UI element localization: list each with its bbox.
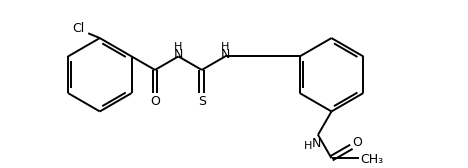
- Text: Cl: Cl: [73, 22, 85, 35]
- Text: N: N: [311, 137, 321, 150]
- Text: CH₃: CH₃: [360, 153, 384, 166]
- Text: H: H: [304, 141, 313, 151]
- Text: N: N: [220, 48, 230, 61]
- Text: S: S: [198, 95, 206, 108]
- Text: H: H: [221, 42, 229, 52]
- Text: N: N: [174, 48, 183, 61]
- Text: O: O: [150, 95, 160, 108]
- Text: H: H: [174, 42, 183, 52]
- Text: O: O: [352, 136, 362, 149]
